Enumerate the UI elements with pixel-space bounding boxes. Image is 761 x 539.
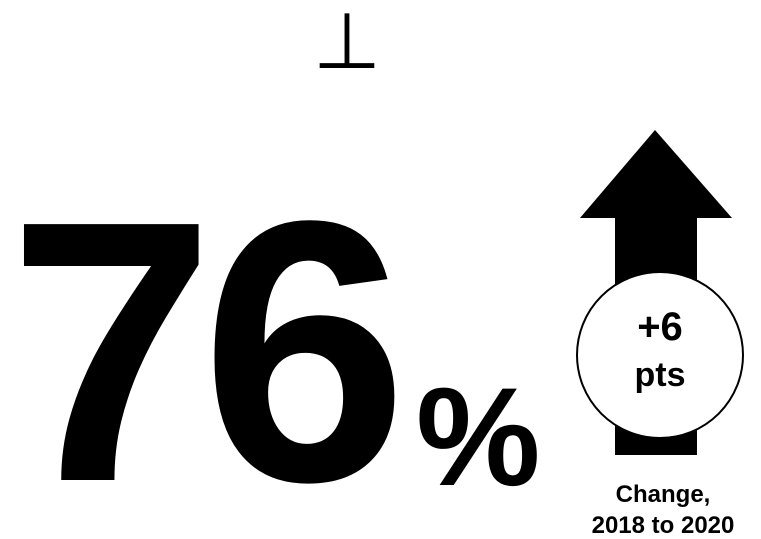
change-value: +6 xyxy=(637,305,683,349)
stat-value: 76 xyxy=(8,143,399,539)
top-symbol: ⊥ xyxy=(313,0,381,85)
arrow-head xyxy=(580,130,732,218)
change-circle xyxy=(576,271,744,439)
stat-unit: % xyxy=(416,358,540,515)
change-caption: 2018 to 2020 xyxy=(592,512,735,539)
change-unit: pts xyxy=(635,356,686,394)
change-caption: Change, xyxy=(616,481,711,508)
